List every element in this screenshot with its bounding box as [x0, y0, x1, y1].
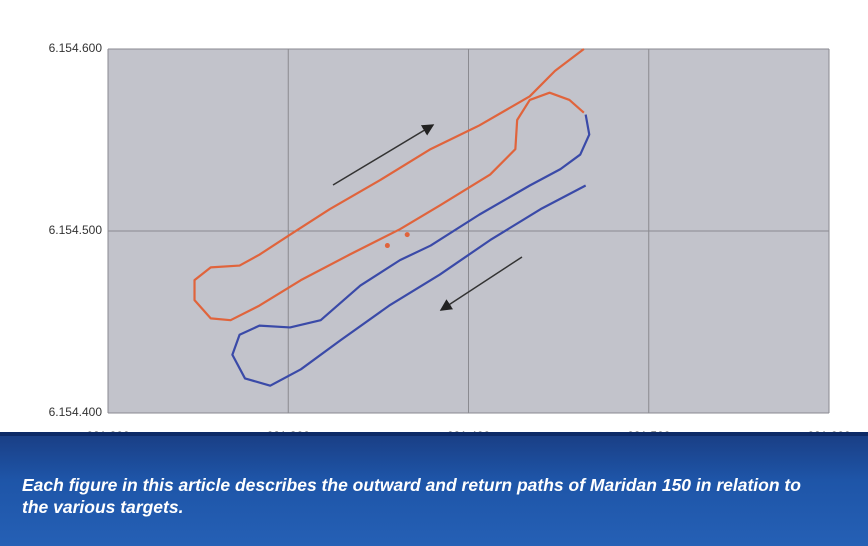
- x-tick-label: 621.500: [627, 429, 671, 432]
- y-tick-label: 6.154.500: [49, 223, 103, 237]
- y-tick-label: 6.154.400: [49, 405, 103, 419]
- x-tick-label: 621.400: [447, 429, 491, 432]
- track-line: [231, 114, 591, 387]
- track-line: [193, 48, 585, 322]
- target-point: [404, 232, 410, 238]
- chart: 621.200 621.300 621.400 621.500 621.600 6.154…: [49, 41, 851, 432]
- x-tick-label: 621.200: [86, 429, 130, 432]
- target-point: [384, 243, 390, 249]
- x-tick-label: 621.300: [267, 429, 311, 432]
- caption: Each figure in this article describes th…: [22, 475, 801, 517]
- caption-band: Each figure in this article describes th…: [0, 432, 868, 546]
- direction-arrow: [439, 256, 523, 311]
- y-tick-label: 6.154.600: [49, 41, 103, 55]
- direction-arrow: [332, 124, 435, 186]
- x-tick-label: 621.600: [807, 429, 851, 432]
